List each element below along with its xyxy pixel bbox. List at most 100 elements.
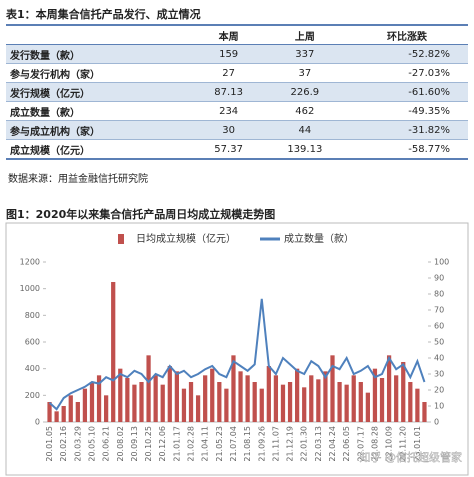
table-cell: -58.77%: [345, 139, 468, 160]
bar: [195, 395, 201, 422]
legend-swatch: [118, 234, 124, 244]
bar: [273, 375, 279, 422]
x-tick-label: 20.12.06: [158, 426, 167, 462]
y2-tick-label: 10: [434, 402, 444, 411]
x-tick-label: 20.09.13: [130, 426, 139, 462]
row-label: 参与成立机构（家）: [6, 120, 194, 140]
table-cell: 57.37: [193, 139, 264, 160]
bar: [344, 384, 349, 422]
table-cell: 37: [263, 63, 346, 83]
bar: [287, 382, 293, 422]
bar: [365, 392, 370, 422]
table-cell: 226.9: [263, 82, 346, 102]
table-cell: 337: [263, 44, 346, 64]
row-label: 成立规模（亿元）: [6, 139, 194, 160]
bar: [330, 355, 335, 422]
x-tick-label: 23.01.01: [413, 426, 422, 462]
x-tick-label: 22.06.05: [342, 426, 351, 462]
y-tick-label: 400: [25, 364, 40, 373]
bar: [146, 355, 151, 422]
row-label: 发行数量（款）: [6, 44, 194, 64]
bar: [203, 375, 208, 422]
table-cell: 139.13: [263, 139, 346, 160]
bar: [408, 382, 413, 422]
x-tick-label: 21.09.26: [257, 426, 266, 462]
table-cell: -52.82%: [345, 44, 468, 64]
table-row: 参与发行机构（家） 27 37 -27.03%: [6, 63, 468, 83]
bar: [280, 384, 286, 422]
bar: [295, 368, 300, 422]
x-tick-label: 22.07.17: [356, 426, 365, 462]
x-tick-label: 20.02.16: [59, 426, 68, 462]
x-tick-label: 20.10.25: [144, 426, 153, 462]
table: 本周 上周 环比涨跌 发行数量（款） 159 337 -52.82% 参与发行机构（家）…: [6, 24, 468, 160]
table-cell: 44: [263, 120, 346, 140]
bar: [82, 388, 88, 422]
bar: [245, 375, 250, 422]
header-cell: 本周: [193, 24, 264, 45]
bar: [415, 388, 420, 422]
bar: [188, 382, 194, 422]
table-cell: 30: [193, 120, 264, 140]
bar: [217, 382, 222, 422]
bar: [337, 382, 342, 422]
bar: [96, 375, 102, 422]
x-tick-label: 21.04.11: [201, 426, 210, 462]
bar: [401, 362, 406, 422]
bar: [125, 378, 130, 422]
y2-tick-label: 20: [434, 386, 444, 395]
bar: [160, 384, 165, 422]
bar: [174, 371, 179, 422]
bar: [153, 375, 158, 422]
x-tick-label: 20.03.29: [73, 426, 82, 462]
x-tick-label: 22.04.24: [328, 426, 337, 462]
bar: [309, 375, 314, 422]
table-row: 发行数量（款） 159 337 -52.82%: [6, 44, 468, 64]
table-cell: 159: [193, 44, 264, 64]
table-cell: -31.82%: [345, 120, 468, 140]
bar: [47, 402, 52, 422]
bar: [139, 382, 144, 422]
bar: [379, 378, 385, 422]
bar: [181, 388, 187, 422]
table-cell: -49.35%: [345, 101, 468, 121]
header-cell: 上周: [263, 24, 346, 45]
y2-tick-label: 50: [434, 338, 444, 347]
row-label: 发行规模（亿元）: [6, 82, 194, 102]
x-tick-label: 21.02.28: [187, 426, 196, 462]
table-cell: -61.60%: [345, 82, 468, 102]
bar: [238, 371, 243, 422]
y2-tick-label: 0: [434, 418, 439, 427]
header-cell: [6, 24, 194, 45]
header-row: 本周 上周 环比涨跌: [6, 24, 468, 45]
bar: [316, 379, 321, 422]
bar: [351, 375, 356, 422]
bar: [259, 388, 264, 422]
row-label: 参与发行机构（家）: [6, 63, 194, 83]
x-tick-label: 20.08.02: [116, 426, 125, 462]
x-tick-label: 22.03.13: [314, 426, 323, 462]
watermark: 知乎 @信托超级管家: [360, 450, 463, 464]
chart: 0 200 400 600 800 1000 1200 0 10 20 30 40 50 60 70 80 90…: [5, 222, 469, 476]
bar: [75, 402, 80, 422]
header-cell: 环比涨跌: [345, 24, 468, 45]
x-tick-label: 22.11.20: [399, 426, 408, 462]
x-tick-label: 21.05.23: [215, 426, 224, 462]
bar: [167, 366, 172, 422]
y2-tick-label: 40: [434, 354, 444, 363]
x-tick-label: 20.06.21: [102, 426, 111, 462]
chart-frame: [5, 222, 469, 476]
y-tick-label: 0: [35, 418, 40, 427]
x-tick-label: 22.08.28: [370, 426, 379, 462]
bar: [118, 368, 123, 422]
bar: [372, 368, 378, 422]
y2-tick-label: 90: [434, 274, 444, 283]
source-note: 数据来源：用益金融信托研究院: [8, 174, 148, 185]
bar: [89, 382, 95, 422]
bar: [231, 355, 236, 422]
x-tick-label: 22.10.09: [385, 426, 394, 462]
table-cell: 462: [263, 101, 346, 121]
y2-tick-label: 80: [434, 290, 444, 299]
bar: [252, 382, 257, 422]
